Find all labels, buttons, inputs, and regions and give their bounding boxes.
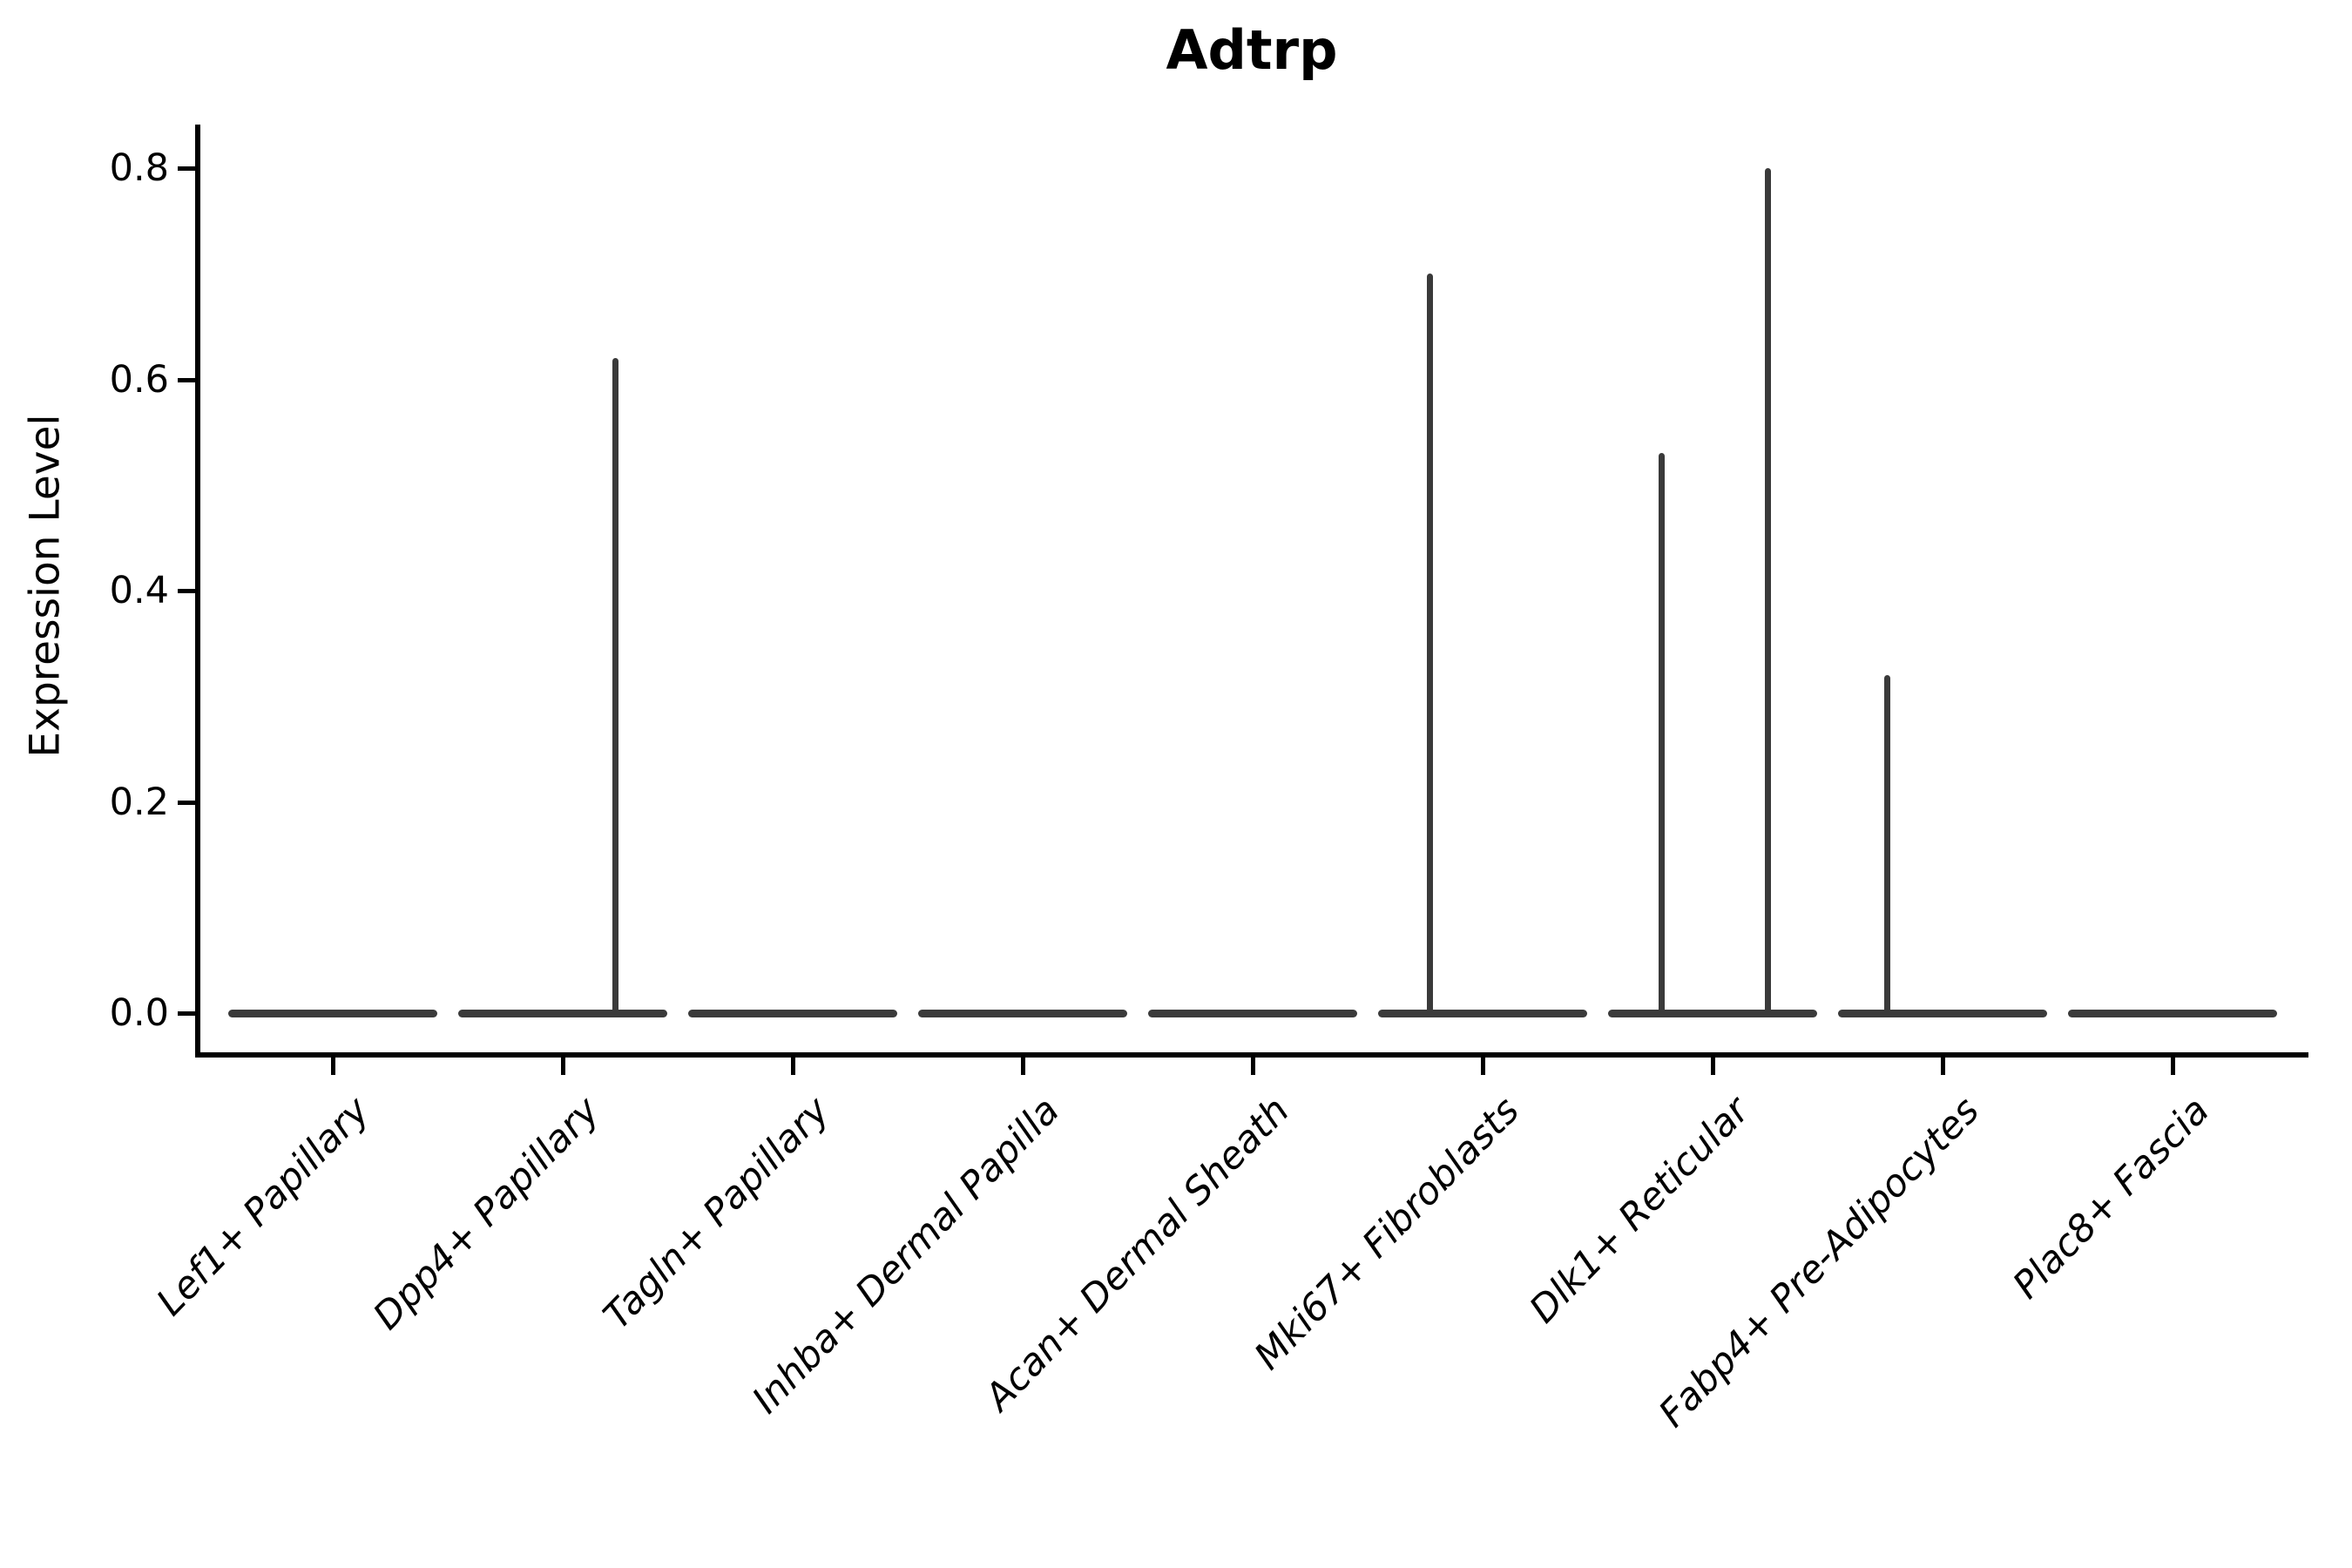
violin-body [1147,1009,1358,1017]
y-tick-mark [178,800,195,805]
violin-body [457,1009,668,1017]
x-tick-mark [1021,1058,1025,1075]
y-tick-label: 0.4 [109,569,169,612]
y-tick-mark [178,1011,195,1016]
x-tick-mark [1711,1058,1715,1075]
x-tick-mark [561,1058,565,1075]
x-tick-mark [1941,1058,1945,1075]
x-tick-mark [1481,1058,1485,1075]
violin-spike [1884,675,1891,1013]
y-tick-label: 0.8 [109,146,169,190]
y-tick-mark [178,589,195,593]
violin-spike [1764,168,1771,1013]
violin-body [1837,1009,2048,1017]
y-tick-mark [178,166,195,171]
violin-spike [612,358,619,1013]
x-tick-mark [1251,1058,1255,1075]
chart-title: Adtrp [1166,18,1338,82]
violin-body [917,1009,1128,1017]
y-tick-mark [178,377,195,382]
x-tick-mark [791,1058,795,1075]
violin-body [227,1009,438,1017]
violin-body [687,1009,898,1017]
x-tick-mark [331,1058,335,1075]
y-tick-label: 0.2 [109,780,169,824]
violin-spike [1426,274,1433,1013]
violin-body [2067,1009,2278,1017]
y-axis-spine [195,125,200,1058]
violin-body [1377,1009,1588,1017]
x-axis-spine [195,1052,2308,1058]
y-tick-label: 0.0 [109,991,169,1035]
y-tick-label: 0.6 [109,357,169,402]
violin-body [1607,1009,1818,1017]
x-tick-mark [2171,1058,2175,1075]
violin-spike [1659,453,1666,1013]
